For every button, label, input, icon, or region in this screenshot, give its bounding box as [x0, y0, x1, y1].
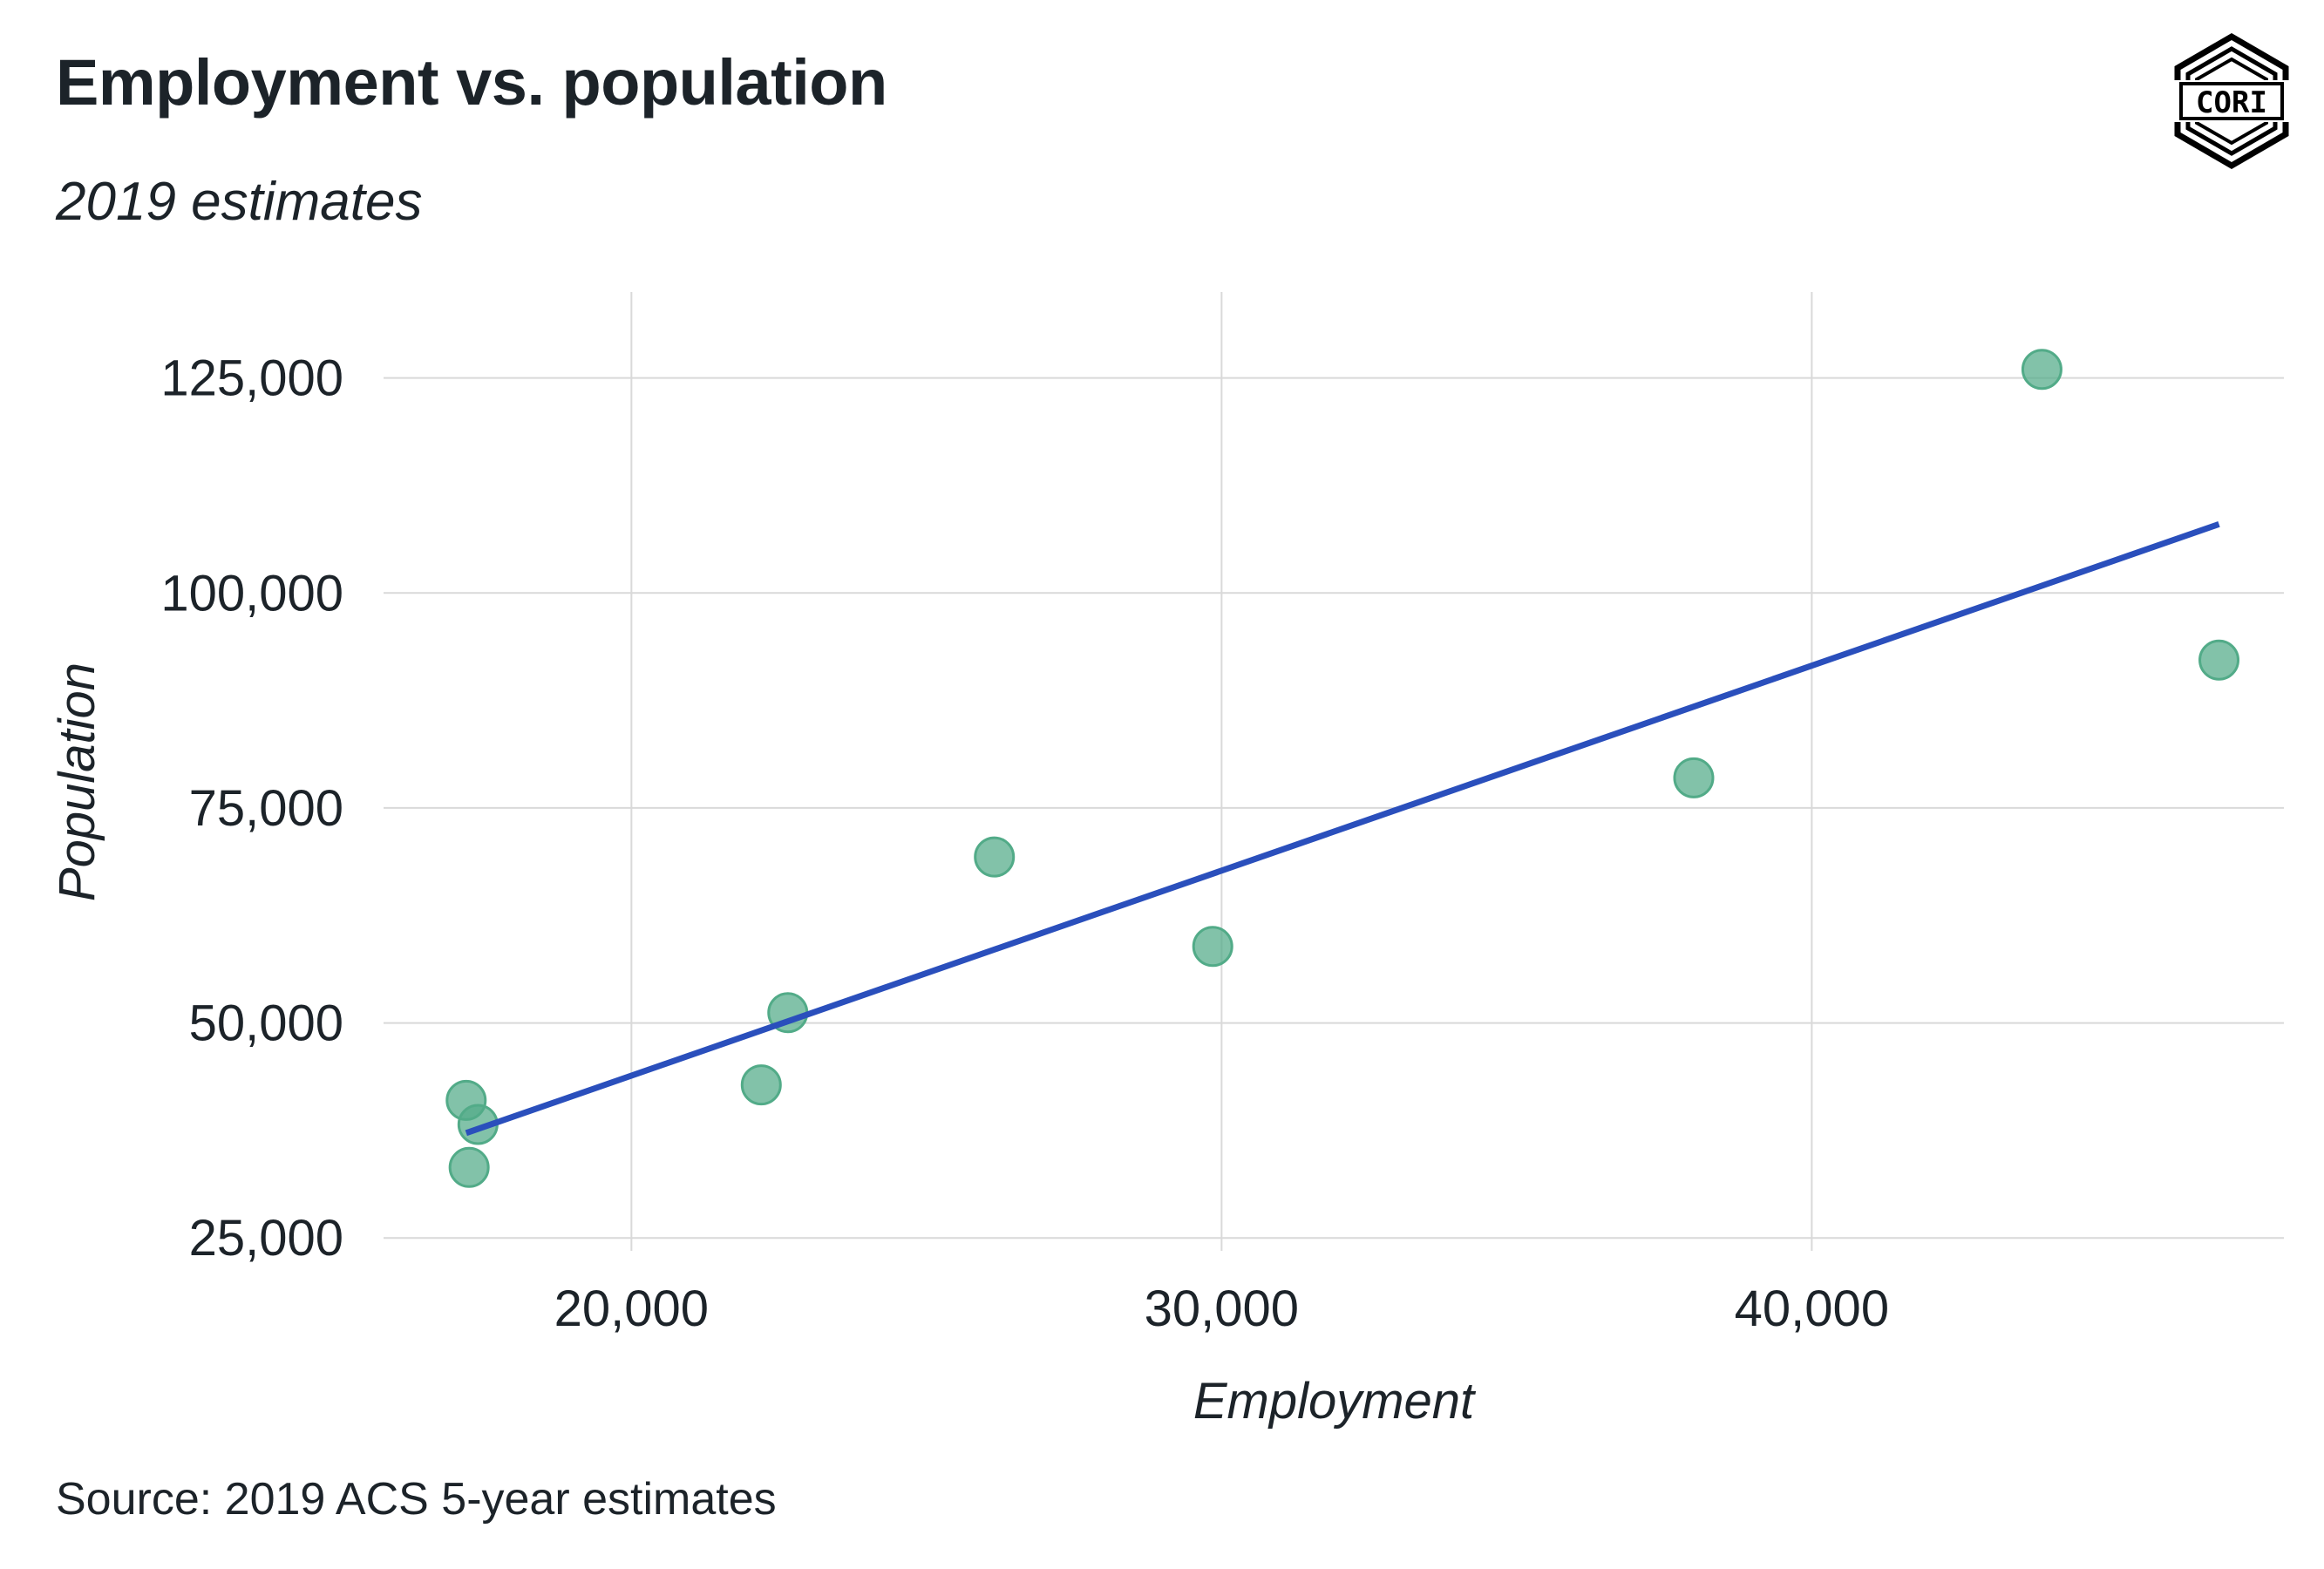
chart-title: Employment vs. population	[56, 46, 887, 119]
x-axis-title: Employment	[1193, 1373, 1477, 1430]
data-point	[2021, 349, 2062, 391]
data-point	[974, 836, 1016, 878]
x-tick-label: 30,000	[1145, 1280, 1299, 1337]
y-axis-title: Population	[49, 662, 105, 901]
chart-subtitle: 2019 estimates	[56, 172, 423, 232]
y-tick-label: 100,000	[160, 565, 343, 621]
trend-line	[465, 521, 2220, 1137]
y-tick-label: 125,000	[160, 350, 343, 407]
data-point	[740, 1064, 782, 1106]
y-tick-label: 25,000	[189, 1210, 343, 1267]
y-tick-label: 75,000	[189, 780, 343, 837]
x-tick-label: 40,000	[1735, 1280, 1889, 1337]
data-point	[2198, 639, 2240, 681]
logo-text: CORI	[2196, 85, 2267, 120]
x-tick-label: 20,000	[554, 1280, 709, 1337]
data-point	[1673, 757, 1715, 798]
cori-logo: CORI	[2174, 32, 2289, 170]
data-point	[448, 1146, 490, 1188]
y-tick-label: 50,000	[189, 995, 343, 1052]
source-note: Source: 2019 ACS 5-year estimates	[56, 1474, 777, 1525]
data-point	[1192, 926, 1233, 968]
